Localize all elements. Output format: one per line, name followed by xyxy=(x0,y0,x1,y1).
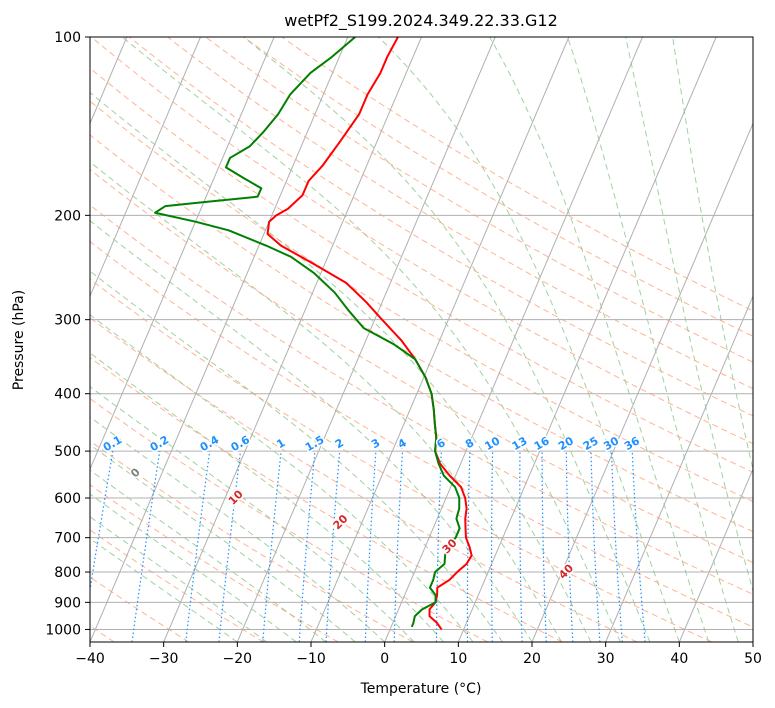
dry-adiabat-line xyxy=(90,317,638,642)
dry-adiabat-line xyxy=(281,37,753,312)
moist-adiabat-line xyxy=(90,352,444,642)
moist-adiabat-line xyxy=(90,516,268,642)
isotherm-line xyxy=(531,122,753,642)
isotherm-line xyxy=(310,37,570,642)
dry-adiabat-line xyxy=(90,484,339,642)
moist-adiabat-line xyxy=(378,37,680,642)
dry-adiabat-line xyxy=(90,356,563,642)
x-tick-label: 40 xyxy=(670,651,688,667)
dry-adiabat-line xyxy=(167,37,753,390)
dry-adiabat-line xyxy=(90,204,753,595)
x-tick-label: 10 xyxy=(449,651,467,667)
x-tick-label: 20 xyxy=(523,651,541,667)
dry-adiabat-line xyxy=(243,37,753,337)
mixing-ratio-line xyxy=(185,451,211,642)
moist-adiabat-line xyxy=(121,37,621,642)
isotherm-line xyxy=(90,37,201,298)
plot-frame xyxy=(89,36,754,643)
x-tick-label: −20 xyxy=(223,651,253,667)
moist-adiabat-line xyxy=(243,37,651,642)
x-tick-label: 50 xyxy=(744,651,762,667)
x-tick-label: −40 xyxy=(75,651,105,667)
x-tick-label: −10 xyxy=(296,651,326,667)
sounding-series xyxy=(154,37,473,631)
dry-adiabat-line xyxy=(90,241,753,628)
moist-adiabat-line xyxy=(567,37,739,642)
y-axis-label: Pressure (hPa) xyxy=(11,290,27,390)
moist-adiabat-line xyxy=(90,469,327,642)
x-axis-label: Temperature (°C) xyxy=(360,681,482,697)
dewpoint-line xyxy=(154,37,461,628)
y-tick-label: 600 xyxy=(54,491,81,507)
y-tick-label: 900 xyxy=(54,595,81,611)
isotherms xyxy=(90,37,753,642)
mixing-ratio-line xyxy=(90,450,114,594)
isotherm-line xyxy=(678,467,753,642)
moist-adiabat-line xyxy=(90,270,503,642)
x-axis-ticks: −40 −30 −20 −10 0 10 20 30 40 50 xyxy=(75,642,762,667)
dry-adiabat-line xyxy=(90,37,753,445)
moist-adiabat-line xyxy=(90,314,474,642)
isotherm-line xyxy=(457,37,717,642)
y-tick-label: 400 xyxy=(54,387,81,403)
isotherm-line xyxy=(384,37,643,642)
moist-adiabat-line xyxy=(625,37,753,593)
mixing-ratio-line xyxy=(131,451,161,642)
plot-background xyxy=(90,37,753,642)
y-tick-label: 700 xyxy=(54,531,81,547)
y-tick-label: 300 xyxy=(54,313,81,329)
isotherm-line xyxy=(90,37,349,642)
isotherm-line xyxy=(163,37,422,642)
mixing-ratio-line xyxy=(218,451,242,642)
y-tick-label: 100 xyxy=(54,30,81,46)
pressure-gridlines xyxy=(90,37,753,630)
x-tick-label: −30 xyxy=(149,651,179,667)
isotherm-line xyxy=(90,37,275,471)
y-axis-ticks: 100 200 300 400 500 600 700 800 900 1000 xyxy=(45,30,90,638)
x-tick-label: 30 xyxy=(597,651,615,667)
y-tick-label: 1000 xyxy=(45,622,81,638)
y-tick-label: 800 xyxy=(54,565,81,581)
y-tick-label: 500 xyxy=(54,444,81,460)
dry-adiabat-line xyxy=(90,168,753,564)
moist-adiabat-line xyxy=(90,220,533,642)
moist-adiabat-line xyxy=(90,416,386,642)
dry-adiabats xyxy=(90,37,753,642)
dry-adiabat-line xyxy=(205,37,753,363)
x-tick-label: 0 xyxy=(380,651,389,667)
moist-adiabat-line xyxy=(672,37,753,472)
moist-adiabat-line xyxy=(90,493,297,642)
mixing-ratio-lines xyxy=(90,450,646,642)
dry-adiabat-line xyxy=(90,440,414,642)
y-tick-label: 200 xyxy=(54,208,81,224)
moist-adiabat-line xyxy=(90,386,415,642)
isotherm-line xyxy=(605,295,753,642)
dry-adiabat-line xyxy=(129,37,753,417)
isotherm-line xyxy=(236,37,496,642)
dry-adiabat-line xyxy=(90,67,753,473)
chart-title: wetPf2_S199.2024.349.22.33.G12 xyxy=(284,11,558,31)
moist-adiabat-line xyxy=(90,537,238,642)
